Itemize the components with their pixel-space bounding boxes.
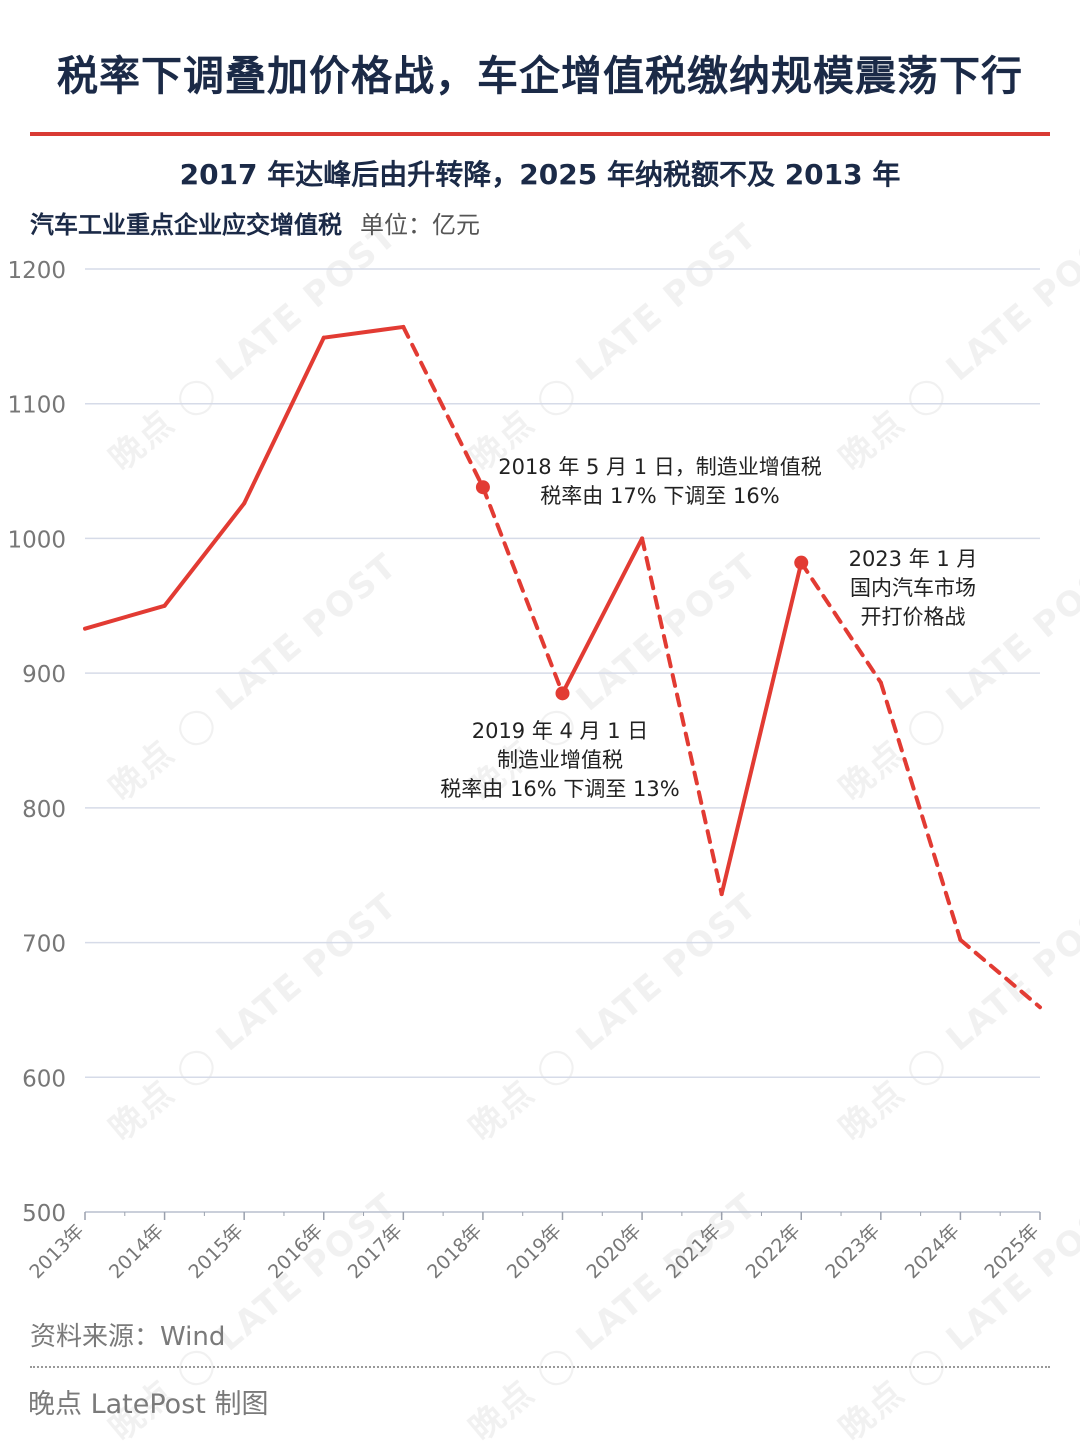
y-tick-label: 1000 <box>7 527 66 553</box>
line-segment <box>242 335 326 506</box>
annotation-text: 2018 年 5 月 1 日，制造业增值税 <box>498 455 822 479</box>
line-segment <box>162 501 247 608</box>
chart-subtitle: 2017 年达峰后由升转降，2025 年纳税额不及 2013 年 <box>179 158 901 191</box>
footer-divider <box>30 1366 1050 1368</box>
y-tick-label: 1200 <box>7 258 66 284</box>
annotation-text: 税率由 17% 下调至 16% <box>540 484 779 508</box>
source-note: 资料来源：Wind <box>30 1322 226 1352</box>
line-segment-dashed <box>799 560 883 685</box>
annotation-text: 税率由 16% 下调至 13% <box>440 777 679 801</box>
line-segment-dashed <box>878 680 963 942</box>
x-tick-label: 2015年 <box>185 1220 248 1283</box>
annotation-text: 2023 年 1 月 <box>849 547 978 571</box>
line-segment-dashed <box>401 324 485 490</box>
y-tick-label: 800 <box>22 797 66 823</box>
title-divider <box>30 132 1050 136</box>
line-segment-dashed <box>958 937 1042 1010</box>
x-tick-label: 2018年 <box>423 1220 486 1283</box>
x-tick-label: 2022年 <box>742 1220 805 1283</box>
metric-name: 汽车工业重点企业应交增值税 <box>30 211 342 239</box>
x-tick-label: 2021年 <box>662 1220 725 1283</box>
annotation-text: 国内汽车市场 <box>850 576 976 600</box>
x-tick-label: 2013年 <box>25 1220 88 1283</box>
y-tick-label: 700 <box>22 932 66 958</box>
x-tick-label: 2024年 <box>901 1220 964 1283</box>
annotation-text: 开打价格战 <box>861 605 966 629</box>
x-tick-label: 2017年 <box>344 1220 407 1283</box>
x-tick-label: 2020年 <box>582 1220 645 1283</box>
y-tick-label: 500 <box>22 1201 66 1227</box>
line-chart: 500 600 700 800 900 1000 1100 1200 2013年 2014年 201… <box>7 258 1043 1283</box>
annotated-data-point <box>794 555 809 570</box>
y-tick-label: 900 <box>22 662 66 688</box>
x-tick-label: 2016年 <box>264 1220 327 1283</box>
y-tick-label: 1100 <box>7 393 66 419</box>
annotation-text: 2019 年 4 月 1 日 <box>472 719 649 743</box>
x-tick-label: 2023年 <box>821 1220 884 1283</box>
annotation-text: 制造业增值税 <box>497 748 623 772</box>
y-tick-label: 600 <box>22 1066 66 1092</box>
unit-label: 单位：亿元 <box>360 211 480 239</box>
chart-title: 税率下调叠加价格战，车企增值税缴纳规模震荡下行 <box>57 52 1023 100</box>
line-segment <box>560 536 645 696</box>
annotated-data-point <box>555 686 570 701</box>
metric-label: 汽车工业重点企业应交增值税 单位：亿元 <box>30 205 480 240</box>
line-segment <box>83 603 167 631</box>
annotated-data-point <box>475 480 490 495</box>
line-segment <box>321 324 406 340</box>
x-tick-label: 2019年 <box>503 1220 566 1283</box>
line-segment <box>719 560 804 897</box>
line-segment-dashed <box>640 536 724 897</box>
line-segment-dashed <box>480 485 565 696</box>
x-tick-label: 2014年 <box>105 1220 168 1283</box>
credit-note: 晚点 LatePost 制图 <box>28 1389 269 1420</box>
x-tick-label: 2025年 <box>980 1220 1043 1283</box>
